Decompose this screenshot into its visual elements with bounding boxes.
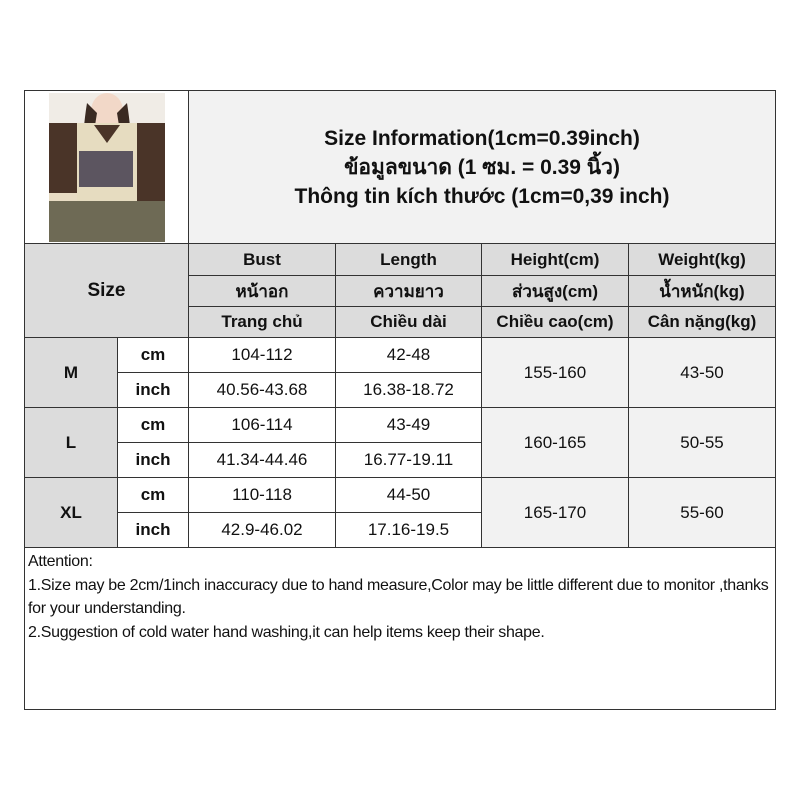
attention-heading: Attention:: [28, 553, 93, 570]
title-vietnamese: Thông tin kích thước (1cm=0,39 inch): [294, 184, 670, 208]
bust-inch: 42.9-46.02: [188, 512, 336, 548]
height-range: 160-165: [481, 407, 629, 478]
bust-inch: 41.34-44.46: [188, 442, 336, 478]
height-header-th: ส่วนสูง(cm): [481, 275, 629, 307]
attention-note-1: 1.Size may be 2cm/1inch inaccuracy due t…: [28, 576, 769, 618]
bust-inch: 40.56-43.68: [188, 372, 336, 408]
product-photo-cell: [24, 90, 189, 244]
height-header-en: Height(cm): [481, 243, 629, 276]
size-label: M: [24, 337, 118, 408]
weight-range: 43-50: [628, 337, 776, 408]
size-header: Size: [24, 243, 189, 338]
weight-range: 55-60: [628, 477, 776, 548]
unit-inch: inch: [117, 372, 189, 408]
length-inch: 17.16-19.5: [335, 512, 482, 548]
size-label: L: [24, 407, 118, 478]
unit-inch: inch: [117, 512, 189, 548]
weight-header-en: Weight(kg): [628, 243, 776, 276]
height-range: 155-160: [481, 337, 629, 408]
height-header-vi: Chiều cao(cm): [481, 306, 629, 338]
length-header-vi: Chiều dài: [335, 306, 482, 338]
product-photo: [48, 92, 165, 242]
length-inch: 16.77-19.11: [335, 442, 482, 478]
bust-header-th: หน้าอก: [188, 275, 336, 307]
bust-cm: 104-112: [188, 337, 336, 373]
length-inch: 16.38-18.72: [335, 372, 482, 408]
unit-inch: inch: [117, 442, 189, 478]
length-cm: 43-49: [335, 407, 482, 443]
unit-cm: cm: [117, 407, 189, 443]
length-cm: 42-48: [335, 337, 482, 373]
bust-cm: 106-114: [188, 407, 336, 443]
bust-header-en: Bust: [188, 243, 336, 276]
unit-cm: cm: [117, 477, 189, 513]
length-header-en: Length: [335, 243, 482, 276]
title-thai: ข้อมูลขนาด (1 ซม. = 0.39 นิ้ว): [344, 155, 620, 179]
length-header-th: ความยาว: [335, 275, 482, 307]
bust-cm: 110-118: [188, 477, 336, 513]
bust-header-vi: Trang chủ: [188, 306, 336, 338]
attention-note-2: 2.Suggestion of cold water hand washing,…: [28, 623, 545, 641]
weight-header-vi: Cân nặng(kg): [628, 306, 776, 338]
size-label: XL: [24, 477, 118, 548]
weight-header-th: น้ำหนัก(kg): [628, 275, 776, 307]
attention-box: Attention: 1.Size may be 2cm/1inch inacc…: [24, 547, 776, 710]
weight-range: 50-55: [628, 407, 776, 478]
unit-cm: cm: [117, 337, 189, 373]
title-cell: Size Information(1cm=0.39inch) ข้อมูลขนา…: [188, 90, 776, 244]
length-cm: 44-50: [335, 477, 482, 513]
title-english: Size Information(1cm=0.39inch): [324, 126, 640, 150]
height-range: 165-170: [481, 477, 629, 548]
